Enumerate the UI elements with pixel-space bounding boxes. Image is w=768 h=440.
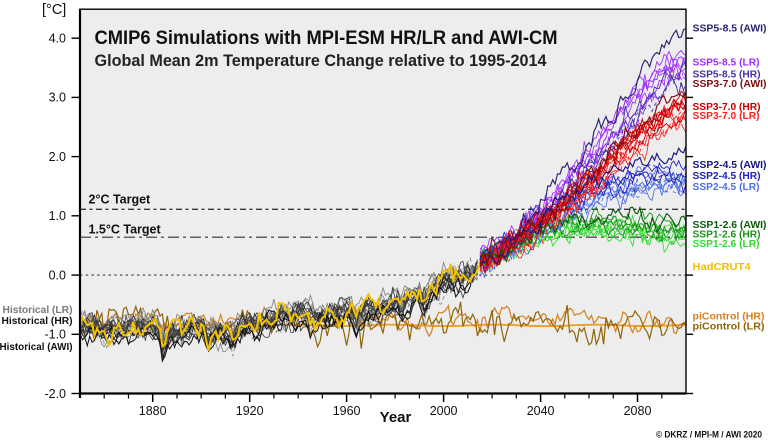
- svg-text:SSP3-7.0 (AWI): SSP3-7.0 (AWI): [693, 78, 767, 90]
- svg-text:-2.0: -2.0: [44, 387, 66, 401]
- svg-text:CMIP6 Simulations with MPI-ESM: CMIP6 Simulations with MPI-ESM HR/LR and…: [95, 27, 558, 49]
- svg-text:SSP1-2.6 (HR): SSP1-2.6 (HR): [693, 229, 761, 241]
- svg-text:2040: 2040: [527, 404, 555, 418]
- svg-text:piControl (LR): piControl (LR): [693, 321, 765, 333]
- svg-text:Historical (LR): Historical (LR): [3, 304, 73, 316]
- svg-text:SSP5-8.5 (AWI): SSP5-8.5 (AWI): [693, 23, 767, 35]
- svg-text:1.5°C Target: 1.5°C Target: [89, 223, 162, 237]
- svg-text:1920: 1920: [236, 404, 264, 418]
- svg-text:© DKRZ / MPI-M / AWI 2020: © DKRZ / MPI-M / AWI 2020: [656, 430, 762, 440]
- svg-text:SSP2-4.5 (LR): SSP2-4.5 (LR): [693, 181, 760, 193]
- svg-text:2080: 2080: [624, 404, 652, 418]
- svg-text:2000: 2000: [430, 404, 458, 418]
- svg-text:SSP5-8.5 (LR): SSP5-8.5 (LR): [693, 56, 760, 68]
- svg-text:SSP5-8.5 (HR): SSP5-8.5 (HR): [693, 68, 761, 80]
- svg-text:Year: Year: [380, 409, 412, 426]
- svg-text:Historical (AWI): Historical (AWI): [0, 341, 73, 353]
- svg-text:SSP2-4.5 (AWI): SSP2-4.5 (AWI): [693, 159, 767, 171]
- svg-text:SSP1-2.6 (LR): SSP1-2.6 (LR): [693, 238, 760, 250]
- svg-text:2°C Target: 2°C Target: [89, 192, 152, 206]
- svg-text:Historical (HR): Historical (HR): [2, 315, 73, 327]
- svg-text:3.0: 3.0: [49, 91, 66, 105]
- svg-text:piControl (HR): piControl (HR): [693, 311, 765, 323]
- svg-text:4.0: 4.0: [49, 32, 66, 46]
- svg-text:HadCRUT4: HadCRUT4: [693, 261, 751, 273]
- svg-text:1880: 1880: [139, 404, 167, 418]
- svg-text:SSP2-4.5 (HR): SSP2-4.5 (HR): [693, 170, 761, 182]
- svg-text:SSP1-2.6 (AWI): SSP1-2.6 (AWI): [693, 219, 767, 231]
- svg-text:SSP3-7.0 (LR): SSP3-7.0 (LR): [693, 110, 760, 122]
- svg-text:1.0: 1.0: [49, 209, 66, 223]
- svg-text:-1.0: -1.0: [44, 328, 66, 342]
- svg-text:SSP3-7.0 (HR): SSP3-7.0 (HR): [693, 101, 761, 113]
- svg-text:2.0: 2.0: [49, 150, 66, 164]
- svg-text:0.0: 0.0: [49, 268, 66, 282]
- svg-text:Global Mean 2m Temperature Cha: Global Mean 2m Temperature Change relati…: [95, 51, 548, 70]
- svg-text:[°C]: [°C]: [42, 2, 66, 18]
- svg-text:1960: 1960: [333, 404, 361, 418]
